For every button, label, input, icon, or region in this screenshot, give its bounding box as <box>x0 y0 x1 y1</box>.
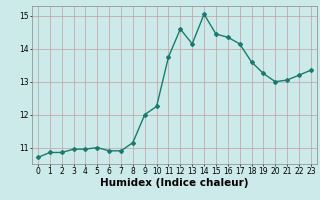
X-axis label: Humidex (Indice chaleur): Humidex (Indice chaleur) <box>100 178 249 188</box>
